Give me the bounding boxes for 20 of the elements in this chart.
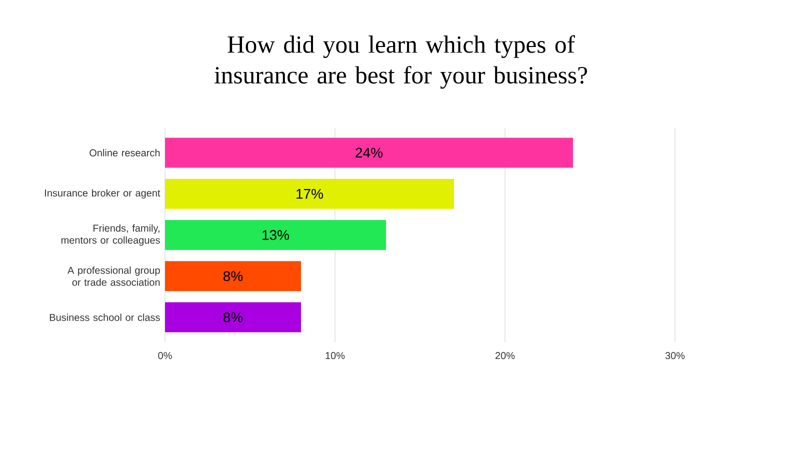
bar xyxy=(165,302,301,332)
y-tick-label: A professional group or trade association xyxy=(67,266,160,286)
data-label: 24% xyxy=(356,148,382,158)
bar xyxy=(165,261,301,292)
x-tick-label: 30% xyxy=(665,352,685,360)
chart-title: How did you learn which types of insurance are best for your business? xyxy=(214,35,587,89)
x-tick-label: 0% xyxy=(158,352,172,360)
bar xyxy=(165,178,454,209)
y-tick-label: Insurance broker or agent xyxy=(45,189,160,199)
bar xyxy=(165,220,386,250)
bar xyxy=(165,138,574,168)
data-label: 13% xyxy=(262,230,289,240)
data-label: 17% xyxy=(296,188,323,199)
y-tick-label: Business school or class xyxy=(50,314,160,321)
y-tick-label: Online research xyxy=(90,149,160,156)
x-tick-label: 20% xyxy=(496,352,515,360)
x-tick-label: 10% xyxy=(326,352,345,360)
data-label: 8% xyxy=(223,271,243,282)
y-tick-label: Friends, family, mentors or colleagues xyxy=(61,224,160,246)
data-label: 8% xyxy=(223,312,243,322)
